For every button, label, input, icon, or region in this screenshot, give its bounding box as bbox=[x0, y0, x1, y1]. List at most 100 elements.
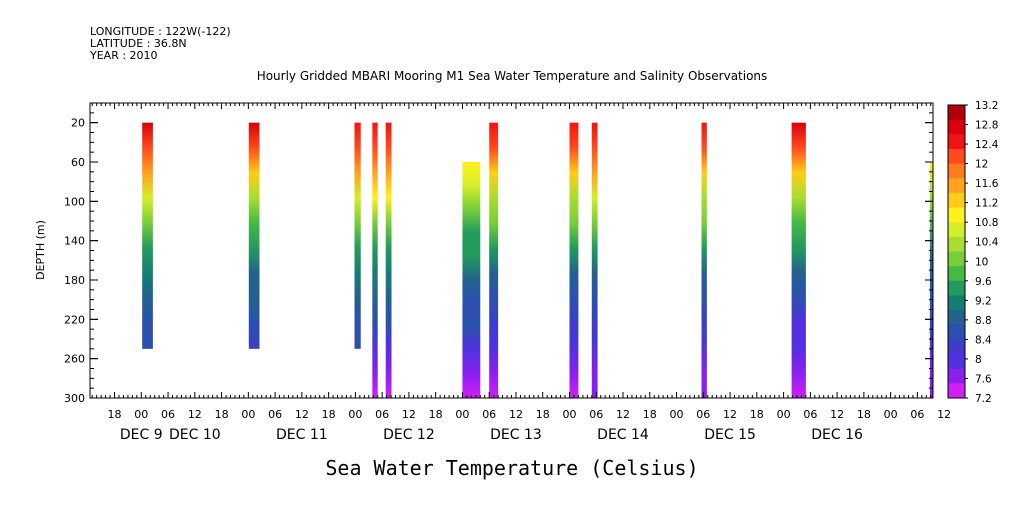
temperature-profile bbox=[354, 122, 361, 349]
x-tick-label: 18 bbox=[215, 408, 229, 421]
colorbar-label: 10 bbox=[975, 256, 988, 268]
colorbar-segment bbox=[948, 222, 965, 238]
x-tick-label: 06 bbox=[375, 408, 389, 421]
colorbar-label: 13.2 bbox=[975, 100, 998, 112]
x-tick-label: 00 bbox=[884, 408, 898, 421]
x-tick-label: 12 bbox=[509, 408, 523, 421]
x-day-label: DEC 9 bbox=[120, 427, 163, 443]
x-day-label: DEC 16 bbox=[811, 427, 863, 443]
x-tick-label: 12 bbox=[188, 408, 202, 421]
colorbar-segment bbox=[948, 192, 965, 209]
x-tick-label: 18 bbox=[322, 408, 336, 421]
x-tick-label: 00 bbox=[348, 408, 362, 421]
x-tick-label: 00 bbox=[455, 408, 469, 421]
x-tick-label: 00 bbox=[241, 408, 255, 421]
x-tick-label: 12 bbox=[295, 408, 309, 421]
x-tick-label: 06 bbox=[696, 408, 710, 421]
x-axis: 18 00 06 12 18 00 06 12 18 00 06 12 18 00 06 12 18 00 06 12… bbox=[91, 103, 951, 443]
x-tick-label: 00 bbox=[670, 408, 684, 421]
temperature-profile bbox=[591, 122, 598, 399]
x-tick-label: 18 bbox=[108, 408, 122, 421]
y-tick-label: 220 bbox=[64, 313, 85, 326]
profile-bars bbox=[142, 122, 933, 399]
colorbar-segment bbox=[948, 324, 965, 340]
temperature-profile bbox=[489, 122, 499, 399]
x-tick-label: 06 bbox=[482, 408, 496, 421]
x-tick-label: 18 bbox=[857, 408, 871, 421]
colorbar-segment bbox=[948, 266, 965, 282]
temperature-profile bbox=[248, 122, 260, 349]
y-tick-label: 180 bbox=[64, 274, 85, 287]
x-tick-label: 12 bbox=[937, 408, 951, 421]
x-tick-label: 12 bbox=[402, 408, 416, 421]
colorbar-label: 10.4 bbox=[975, 237, 999, 249]
colorbar-segment bbox=[948, 148, 965, 165]
x-axis-title: Sea Water Temperature (Celsius) bbox=[325, 456, 698, 480]
colorbar-segment bbox=[948, 339, 965, 355]
colorbar-label: 12.8 bbox=[975, 120, 998, 132]
colorbar-segment bbox=[948, 178, 965, 194]
x-tick-label: 06 bbox=[268, 408, 282, 421]
y-tick-label: 300 bbox=[64, 392, 85, 405]
y-tick-label: 100 bbox=[64, 195, 85, 208]
colorbar-segment bbox=[948, 134, 965, 150]
colorbar-label: 8 bbox=[975, 354, 982, 366]
colorbar-segment bbox=[948, 236, 965, 252]
colorbar-segment bbox=[948, 280, 965, 296]
colorbar-segment bbox=[948, 251, 965, 267]
x-tick-label: 12 bbox=[830, 408, 844, 421]
colorbar-label: 12 bbox=[975, 159, 988, 171]
y-axis-title: DEPTH (m) bbox=[34, 220, 47, 280]
colorbar-label: 9.2 bbox=[975, 295, 992, 307]
latitude-label: LATITUDE : 36.8N bbox=[90, 37, 187, 50]
temperature-profile bbox=[569, 122, 579, 399]
colorbar-label: 10.8 bbox=[975, 217, 998, 229]
x-tick-label: 12 bbox=[616, 408, 630, 421]
colorbar: 13.2 12.8 12.4 12 11.6 11.2 10.8 10.4 10 9.6 9.2 8.… bbox=[947, 100, 999, 405]
chart-title: Hourly Gridded MBARI Mooring M1 Sea Wate… bbox=[257, 69, 768, 83]
x-tick-label: 06 bbox=[803, 408, 817, 421]
y-axis: 20 60 100 140 180 220 260 300 bbox=[64, 112, 933, 405]
temperature-profile bbox=[372, 122, 378, 399]
temperature-profile bbox=[462, 162, 481, 398]
x-tick-label: 06 bbox=[161, 408, 175, 421]
y-tick-label: 140 bbox=[64, 235, 85, 248]
x-day-label: DEC 11 bbox=[276, 427, 328, 443]
colorbar-label: 9.6 bbox=[975, 276, 992, 288]
year-label: YEAR : 2010 bbox=[89, 49, 158, 62]
x-tick-label: 12 bbox=[723, 408, 737, 421]
x-tick-label: 00 bbox=[134, 408, 148, 421]
plot-frame bbox=[89, 102, 934, 399]
x-day-label: DEC 12 bbox=[383, 427, 435, 443]
y-tick-label: 60 bbox=[71, 156, 85, 169]
colorbar-segment bbox=[948, 295, 965, 311]
colorbar-label: 7.6 bbox=[975, 373, 992, 385]
temperature-profile bbox=[385, 122, 392, 399]
plot-border bbox=[89, 102, 934, 399]
x-day-label: DEC 14 bbox=[597, 427, 649, 443]
colorbar-segment bbox=[948, 105, 965, 121]
x-tick-label: 18 bbox=[536, 408, 550, 421]
colorbar-label: 8.4 bbox=[975, 334, 992, 346]
x-tick-label: 18 bbox=[643, 408, 657, 421]
temperature-profile bbox=[791, 122, 806, 399]
x-tick-label: 00 bbox=[562, 408, 576, 421]
x-tick-label: 18 bbox=[429, 408, 443, 421]
colorbar-label: 8.8 bbox=[975, 315, 992, 327]
colorbar-label: 11.2 bbox=[975, 198, 998, 210]
colorbar-segment bbox=[948, 368, 965, 384]
colorbar-segment bbox=[948, 119, 965, 135]
y-tick-label: 260 bbox=[64, 353, 85, 366]
x-day-label: DEC 15 bbox=[704, 427, 756, 443]
colorbar-segment bbox=[948, 310, 965, 326]
colorbar-segment bbox=[948, 354, 965, 370]
x-day-label: DEC 10 bbox=[169, 427, 221, 443]
y-tick-label: 20 bbox=[71, 117, 85, 130]
colorbar-label: 7.2 bbox=[975, 393, 992, 405]
x-tick-label: 06 bbox=[910, 408, 924, 421]
temperature-profile bbox=[701, 122, 707, 399]
x-tick-label: 18 bbox=[750, 408, 764, 421]
temperature-profile bbox=[142, 122, 153, 349]
longitude-label: LONGITUDE : 122W(-122) bbox=[90, 25, 231, 38]
